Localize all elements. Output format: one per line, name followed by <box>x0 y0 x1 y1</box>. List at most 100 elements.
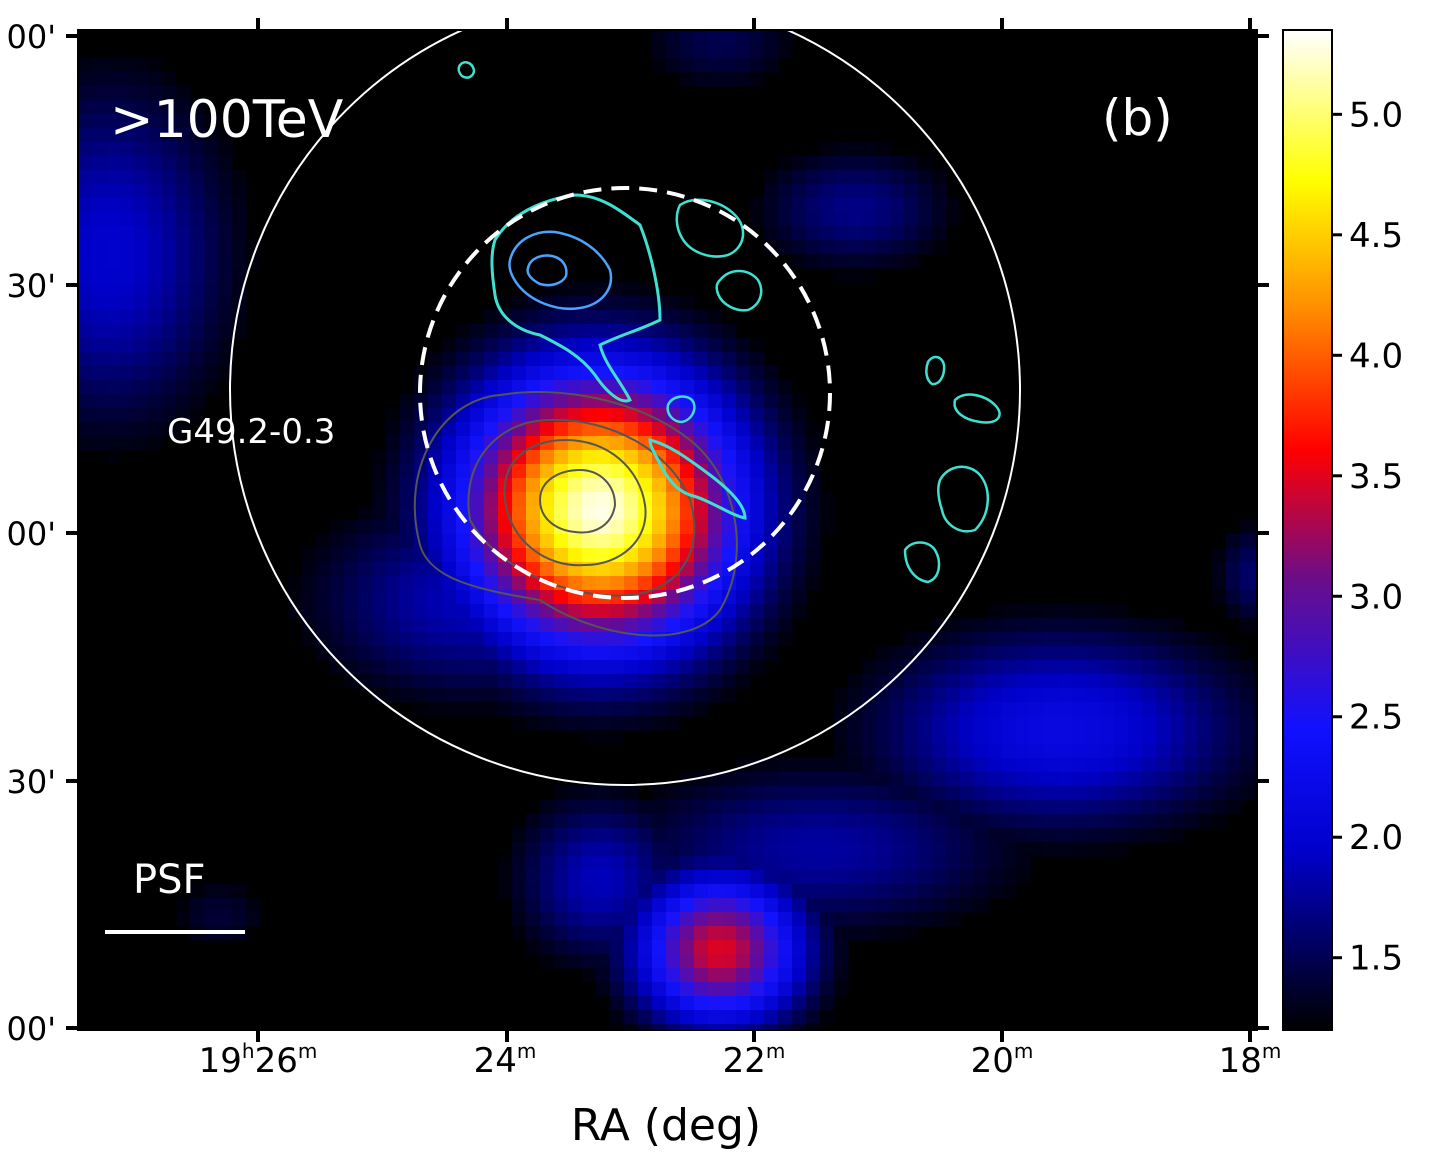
heatmap-pixel <box>946 870 961 885</box>
heatmap-pixel <box>1142 646 1157 661</box>
heatmap-pixel <box>106 296 121 311</box>
heatmap-pixel <box>204 114 219 129</box>
heatmap-pixel <box>162 254 177 269</box>
heatmap-pixel <box>820 506 835 521</box>
heatmap-pixel <box>1058 786 1073 801</box>
heatmap-pixel <box>708 1010 723 1025</box>
heatmap-pixel <box>568 548 583 563</box>
heatmap-pixel <box>1254 576 1257 591</box>
heatmap-pixel <box>652 940 667 955</box>
heatmap-pixel <box>316 576 331 591</box>
heatmap-pixel <box>540 422 555 437</box>
heatmap-pixel <box>666 632 681 647</box>
heatmap-pixel <box>148 226 163 241</box>
heatmap-pixel <box>106 282 121 297</box>
heatmap-pixel <box>708 828 723 843</box>
heatmap-pixel <box>540 450 555 465</box>
heatmap-pixel <box>680 1010 695 1025</box>
heatmap-pixel <box>792 394 807 409</box>
heatmap-pixel <box>680 520 695 535</box>
heatmap-pixel <box>568 856 583 871</box>
heatmap-pixel <box>680 898 695 913</box>
heatmap-pixel <box>554 534 569 549</box>
heatmap-pixel <box>120 100 135 115</box>
heatmap-pixel <box>680 30 695 45</box>
heatmap-pixel <box>708 800 723 815</box>
heatmap-pixel <box>134 310 149 325</box>
heatmap-pixel <box>582 492 597 507</box>
heatmap-pixel <box>890 156 905 171</box>
heatmap-pixel <box>876 828 891 843</box>
heatmap-pixel <box>862 240 877 255</box>
heatmap-pixel <box>498 674 513 689</box>
heatmap-pixel <box>134 100 149 115</box>
heatmap-pixel <box>918 240 933 255</box>
heatmap-pixel <box>750 436 765 451</box>
heatmap-pixel <box>526 646 541 661</box>
heatmap-pixel <box>78 156 93 171</box>
heatmap-pixel <box>540 856 555 871</box>
heatmap-pixel <box>624 912 639 927</box>
heatmap-pixel <box>400 534 415 549</box>
heatmap-pixel <box>414 492 429 507</box>
heatmap-pixel <box>792 520 807 535</box>
heatmap-pixel <box>736 954 751 969</box>
heatmap-pixel <box>204 296 219 311</box>
heatmap-pixel <box>484 478 499 493</box>
heatmap-pixel <box>932 646 947 661</box>
heatmap-pixel <box>764 898 779 913</box>
heatmap-pixel <box>1212 800 1227 815</box>
heatmap-pixel <box>652 786 667 801</box>
heatmap-pixel <box>442 576 457 591</box>
heatmap-pixel <box>722 674 737 689</box>
heatmap-pixel <box>148 128 163 143</box>
heatmap-pixel <box>764 604 779 619</box>
heatmap-pixel <box>246 240 261 255</box>
heatmap-pixel <box>806 548 821 563</box>
heatmap-pixel <box>92 114 107 129</box>
heatmap-pixel <box>848 226 863 241</box>
heatmap-pixel <box>1100 646 1115 661</box>
heatmap-pixel <box>932 198 947 213</box>
heatmap-pixel <box>582 632 597 647</box>
heatmap-pixel <box>610 534 625 549</box>
heatmap-pixel <box>442 702 457 717</box>
heatmap-pixel <box>428 534 443 549</box>
heatmap-pixel <box>848 772 863 787</box>
heatmap-pixel <box>582 954 597 969</box>
heatmap-pixel <box>806 912 821 927</box>
heatmap-pixel <box>120 282 135 297</box>
heatmap-pixel <box>1156 758 1171 773</box>
heatmap-pixel <box>540 940 555 955</box>
heatmap-pixel <box>414 366 429 381</box>
heatmap-pixel <box>596 730 611 745</box>
heatmap-pixel <box>750 884 765 899</box>
heatmap-pixel <box>638 464 653 479</box>
heatmap-pixel <box>778 464 793 479</box>
heatmap-pixel <box>1044 842 1059 857</box>
heatmap-pixel <box>708 450 723 465</box>
heatmap-pixel <box>764 534 779 549</box>
heatmap-pixel <box>778 590 793 605</box>
heatmap-pixel <box>204 380 219 395</box>
heatmap-pixel <box>694 996 709 1011</box>
heatmap-pixel <box>680 422 695 437</box>
heatmap-pixel <box>218 268 233 283</box>
heatmap-pixel <box>92 226 107 241</box>
heatmap-pixel <box>610 730 625 745</box>
heatmap-pixel <box>638 996 653 1011</box>
heatmap-pixel <box>568 940 583 955</box>
heatmap-pixel <box>792 1010 807 1025</box>
heatmap-pixel <box>806 926 821 941</box>
heatmap-pixel <box>862 730 877 745</box>
heatmap-pixel <box>344 646 359 661</box>
heatmap-pixel <box>526 828 541 843</box>
heatmap-pixel <box>526 436 541 451</box>
heatmap-pixel <box>442 380 457 395</box>
heatmap-pixel <box>736 646 751 661</box>
heatmap-pixel <box>694 856 709 871</box>
heatmap-pixel <box>498 856 513 871</box>
heatmap-pixel <box>512 716 527 731</box>
heatmap-pixel <box>876 646 891 661</box>
heatmap-pixel <box>386 604 401 619</box>
